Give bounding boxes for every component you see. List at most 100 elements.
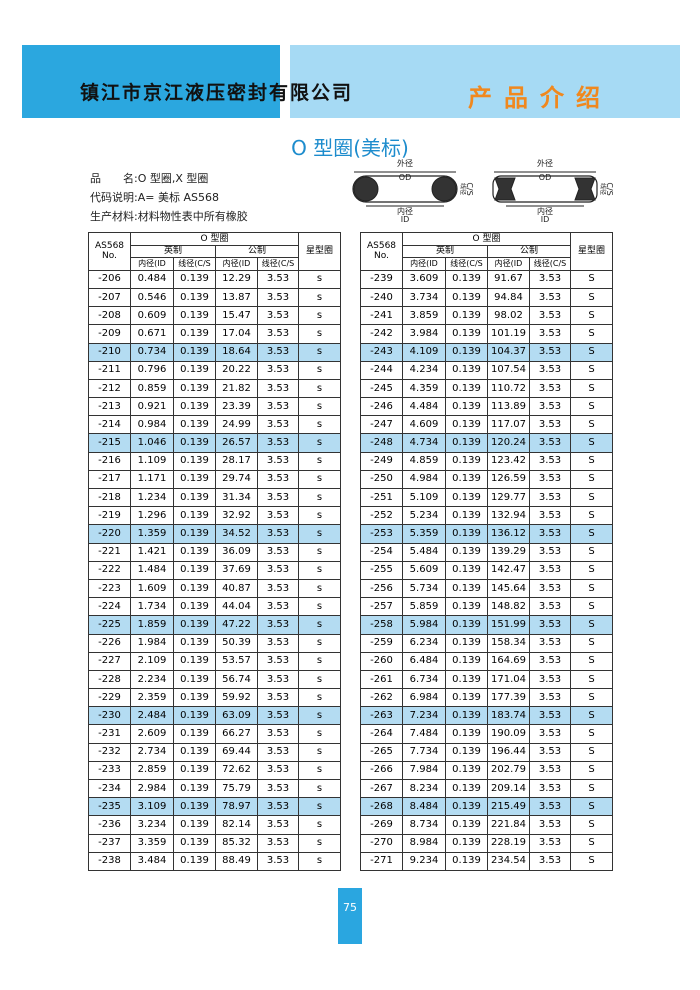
table-cell: 8.234 <box>402 779 446 799</box>
table-cell: -257 <box>360 597 403 617</box>
table-cell: 151.99 <box>487 615 530 635</box>
table-cell: -270 <box>360 833 403 853</box>
table-cell: 82.14 <box>215 815 258 835</box>
table-cell: 0.139 <box>173 597 216 617</box>
table-cell: 3.53 <box>256 760 300 781</box>
table-cell: 4.484 <box>402 397 446 417</box>
table-cell: 0.139 <box>173 578 216 599</box>
table-cell: 3.53 <box>528 397 572 417</box>
table-cell: -232 <box>88 742 131 762</box>
table-cell: -210 <box>88 342 131 362</box>
table-cell: s <box>298 488 342 508</box>
table-row: -238 3.484 0.139 88.49 3.53 s <box>88 851 342 871</box>
table-cell: 3.53 <box>256 633 300 653</box>
table-cell: 0.139 <box>173 724 216 744</box>
table-row: -215 1.046 0.139 26.57 3.53 s <box>88 433 342 453</box>
table-cell: -230 <box>88 706 131 726</box>
table-cell: 1.359 <box>130 524 174 544</box>
table-cell: s <box>298 742 342 762</box>
table-cell: 0.139 <box>173 378 216 399</box>
table-cell: 3.53 <box>528 560 572 580</box>
table-cell: S <box>570 451 614 471</box>
table-cell: -238 <box>88 851 131 871</box>
table-cell: 56.74 <box>215 669 258 690</box>
table-cell: s <box>298 669 342 690</box>
table-cell: 6.234 <box>402 633 446 653</box>
table-row: -248 4.734 0.139 120.24 3.53 S <box>360 433 614 453</box>
table-cell: s <box>298 833 342 853</box>
table-cell: 23.39 <box>215 397 258 417</box>
table-cell: -255 <box>360 560 403 580</box>
table-row: -237 3.359 0.139 85.32 3.53 s <box>88 833 342 853</box>
table-cell: 0.139 <box>173 306 216 326</box>
table-cell: -258 <box>360 615 403 635</box>
table-cell: 0.139 <box>445 669 488 690</box>
header-cell: 星型圈 <box>570 232 614 271</box>
table-cell: S <box>570 815 614 835</box>
table-cell: 3.53 <box>256 397 300 417</box>
table-cell: 0.139 <box>445 397 488 417</box>
header-band <box>290 45 680 118</box>
table-row: -221 1.421 0.139 36.09 3.53 s <box>88 542 342 562</box>
table-cell: S <box>570 488 614 508</box>
table-cell: 3.53 <box>256 597 300 617</box>
table-row: -235 3.109 0.139 78.97 3.53 s <box>88 797 342 817</box>
table-cell: 1.171 <box>130 469 174 490</box>
table-cell: S <box>570 651 614 671</box>
table-row: -213 0.921 0.139 23.39 3.53 s <box>88 397 342 417</box>
table-cell: 3.53 <box>256 742 300 762</box>
table-cell: 32.92 <box>215 506 258 526</box>
header-cell: 内径(ID <box>215 257 258 271</box>
table-cell: S <box>570 524 614 544</box>
page-number: 75 <box>338 888 362 944</box>
table-cell: 5.609 <box>402 560 446 580</box>
table-cell: S <box>570 597 614 617</box>
table-cell: 0.139 <box>445 415 488 435</box>
table-cell: -206 <box>88 269 131 289</box>
table-cell: -250 <box>360 469 403 490</box>
header-cell: AS568 No. <box>360 232 403 271</box>
company-name: 镇江市京江液压密封有限公司 <box>80 82 354 104</box>
table-cell: -209 <box>88 324 131 344</box>
table-cell: 0.139 <box>173 760 216 781</box>
table-cell: 3.53 <box>256 615 300 635</box>
table-cell: -208 <box>88 306 131 326</box>
table-cell: 0.139 <box>445 342 488 362</box>
table-cell: 123.42 <box>487 451 530 471</box>
table-row: -247 4.609 0.139 117.07 3.53 S <box>360 415 614 435</box>
table-cell: 4.859 <box>402 451 446 471</box>
header-cell: 英制 <box>402 244 488 259</box>
table-cell: s <box>298 779 342 799</box>
table-cell: s <box>298 815 342 835</box>
table-cell: S <box>570 615 614 635</box>
table-cell: 0.139 <box>445 378 488 399</box>
table-cell: 0.139 <box>445 724 488 744</box>
table-cell: -262 <box>360 688 403 708</box>
table-cell: 202.79 <box>487 760 530 781</box>
table-cell: 3.53 <box>256 724 300 744</box>
table-cell: 75.79 <box>215 779 258 799</box>
table-cell: 15.47 <box>215 306 258 326</box>
table-cell: 2.234 <box>130 669 174 690</box>
table-cell: -269 <box>360 815 403 835</box>
table-cell: 3.984 <box>402 324 446 344</box>
table-cell: 3.53 <box>256 360 300 380</box>
table-row: -206 0.484 0.139 12.29 3.53 s <box>88 269 342 289</box>
table-cell: 3.53 <box>256 287 300 308</box>
table-cell: 0.139 <box>173 451 216 471</box>
table-cell: 37.69 <box>215 560 258 580</box>
table-cell: 3.53 <box>256 797 300 817</box>
table-cell: -211 <box>88 360 131 380</box>
table-cell: -260 <box>360 651 403 671</box>
table-cell: 0.984 <box>130 415 174 435</box>
table-cell: s <box>298 560 342 580</box>
table-cell: 164.69 <box>487 651 530 671</box>
table-cell: 0.546 <box>130 287 174 308</box>
table-cell: 3.53 <box>528 269 572 289</box>
table-cell: 1.734 <box>130 597 174 617</box>
table-row: -266 7.984 0.139 202.79 3.53 S <box>360 760 614 781</box>
table-cell: 7.734 <box>402 742 446 762</box>
table-cell: 4.359 <box>402 378 446 399</box>
table-cell: 7.484 <box>402 724 446 744</box>
